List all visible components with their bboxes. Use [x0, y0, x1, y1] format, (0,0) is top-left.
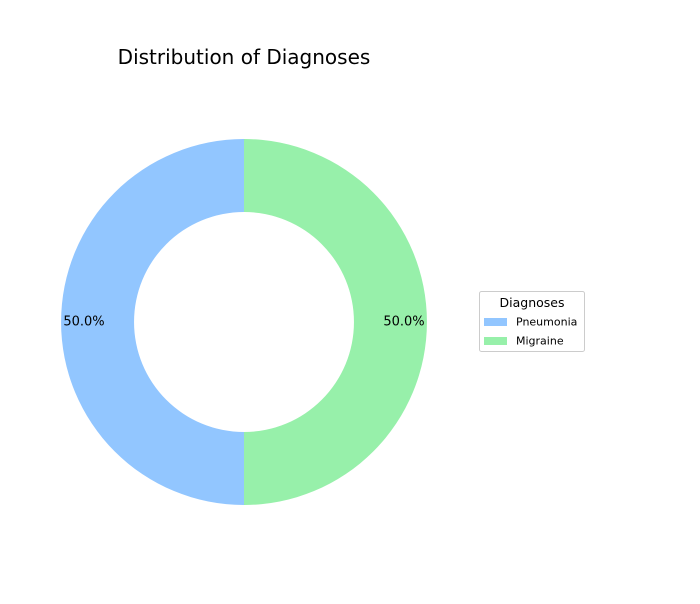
slice-labels: 50.0% 50.0% — [63, 315, 424, 330]
legend-swatch-migraine — [484, 337, 507, 345]
legend-label-migraine: Migraine — [516, 335, 564, 348]
chart-title: Distribution of Diagnoses — [118, 45, 371, 69]
slice-pct-label-migraine: 50.0% — [383, 315, 424, 330]
slice-pneumonia — [61, 139, 244, 505]
legend-swatch-pneumonia — [484, 318, 507, 326]
legend-label-pneumonia: Pneumonia — [516, 316, 577, 329]
legend: Diagnoses Pneumonia Migraine — [479, 291, 585, 352]
legend-frame — [479, 291, 585, 352]
slice-migraine — [244, 139, 427, 505]
donut-slices — [61, 139, 427, 505]
legend-items: Pneumonia Migraine — [484, 316, 577, 348]
legend-title: Diagnoses — [500, 295, 565, 310]
slice-pct-label-pneumonia: 50.0% — [63, 315, 104, 330]
